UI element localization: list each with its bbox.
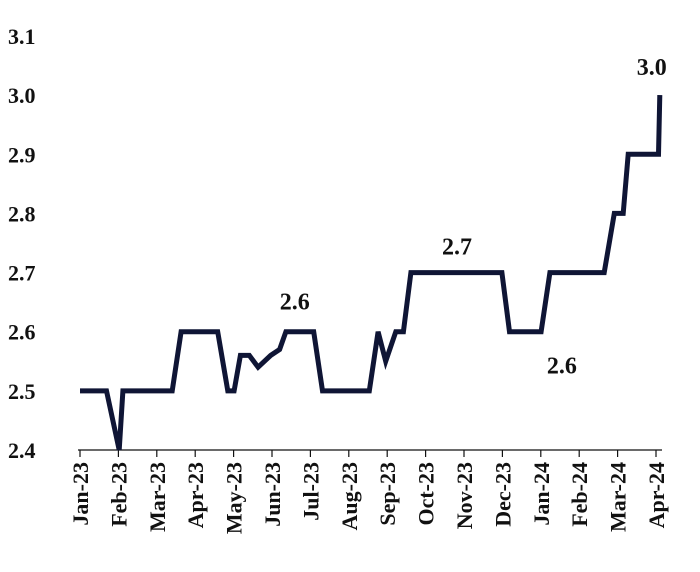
x-tick-label: Apr-23 xyxy=(183,462,208,528)
x-tick-label: Nov-23 xyxy=(452,462,477,529)
x-tick-label: Jul-23 xyxy=(298,462,323,521)
x-tick-label: Oct-23 xyxy=(414,462,439,526)
x-tick-label: Mar-24 xyxy=(606,462,631,532)
data-label: 2.6 xyxy=(280,290,310,316)
y-tick-label: 3.0 xyxy=(8,83,36,108)
y-tick-label: 2.7 xyxy=(8,261,36,286)
x-tick-label: Jun-23 xyxy=(260,462,285,527)
data-label: 2.7 xyxy=(442,235,472,261)
annotation-layer: 2.6 2.7 2.6 3.0 xyxy=(280,55,667,380)
x-tick-label: Aug-23 xyxy=(337,462,362,530)
y-tick-label: 2.6 xyxy=(8,320,36,345)
x-axis: Jan-23 Feb-23 Mar-23 Apr-23 May-23 Jun-23 Jul-… xyxy=(68,449,669,534)
y-tick-label: 2.8 xyxy=(8,201,36,226)
series-line xyxy=(80,95,663,451)
x-tick-label: Feb-24 xyxy=(567,462,592,527)
x-tick-label: Feb-23 xyxy=(106,462,131,527)
y-tick-label: 2.9 xyxy=(8,142,36,167)
data-label: 3.0 xyxy=(637,55,667,81)
x-tick-label: Dec-23 xyxy=(490,462,515,527)
y-tick-label: 3.1 xyxy=(8,24,36,49)
x-tick-label: Apr-24 xyxy=(644,462,669,528)
y-tick-label: 2.4 xyxy=(8,438,36,463)
y-axis: 2.4 2.5 2.6 2.7 2.8 2.9 3.0 3.1 xyxy=(8,24,36,463)
x-tick-label: Sep-23 xyxy=(375,462,400,526)
x-tick-label: Jan-23 xyxy=(68,462,93,526)
series-layer xyxy=(80,95,663,451)
data-label: 2.6 xyxy=(547,354,577,380)
x-tick-label: Jan-24 xyxy=(529,462,554,526)
x-tick-label: Mar-23 xyxy=(145,462,170,532)
y-tick-label: 2.5 xyxy=(8,379,36,404)
x-tick-label: May-23 xyxy=(222,462,247,534)
